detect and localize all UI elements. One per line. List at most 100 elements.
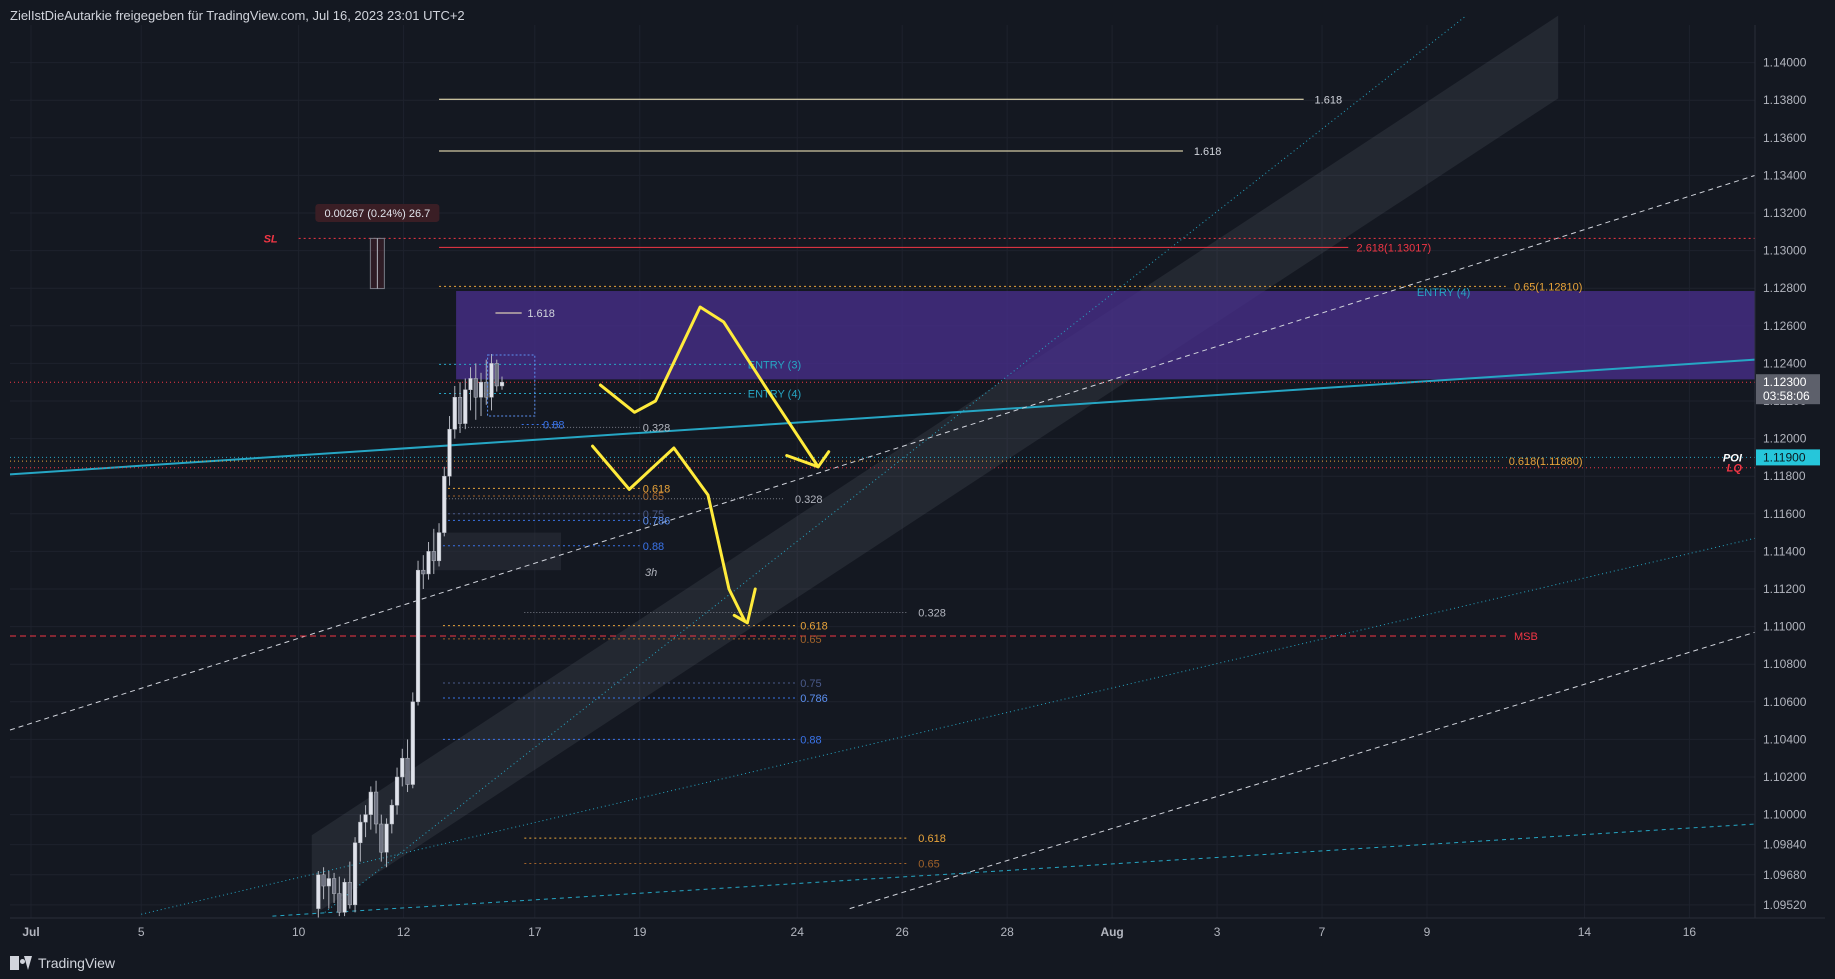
time-tick-label: 16	[1683, 925, 1697, 939]
time-tick-label: 10	[292, 925, 306, 939]
entry-4-label-line-label: ENTRY (4)	[1417, 287, 1470, 299]
poi-price-value: 1.11900	[1763, 450, 1806, 464]
fib-075-b-label: 0.75	[800, 678, 821, 690]
candle-down	[331, 878, 337, 894]
fib-0786-b-label: 0.786	[800, 693, 828, 705]
fib-065-top-label: 0.65(1.12810)	[1514, 281, 1583, 293]
candle-up	[410, 701, 415, 785]
fib-1618-top-label: 1.618	[1315, 94, 1343, 106]
price-axis[interactable]: 1.14000 1.13800 1.13600 1.13400 1.13200 1.130…	[1754, 25, 1825, 918]
teal-trendline	[9, 358, 1756, 476]
price-tick-label: 1.10200	[1763, 770, 1807, 784]
candle-down	[337, 893, 342, 913]
price-tick-label: 1.09520	[1763, 898, 1807, 912]
candle-down	[431, 551, 436, 562]
trendlines[interactable]	[9, 15, 1756, 917]
price-tick-label: 1.11000	[1763, 620, 1806, 634]
plot-background	[10, 25, 1755, 918]
time-tick-label: 28	[1000, 925, 1014, 939]
yellow-arrow-upper	[598, 305, 820, 469]
candle-up	[499, 381, 505, 387]
fib-0786-a-label: 0.786	[643, 515, 671, 527]
grey-box-3h	[432, 532, 562, 571]
price-tick-label: 1.12800	[1763, 281, 1807, 295]
price-tick-label: 1.11200	[1763, 582, 1806, 596]
time-tick-label: 12	[397, 925, 411, 939]
price-tick-label: 1.14000	[1763, 56, 1807, 70]
entry-3-label: ENTRY (3)	[748, 359, 801, 371]
tradingview-brand[interactable]: TradingView	[10, 955, 115, 971]
candle-up	[489, 363, 494, 398]
candle-down	[347, 882, 352, 906]
candle-up	[326, 878, 331, 887]
time-axis[interactable]: Jul 5 10 12 17 19 24 26 28 Aug 3 7 9 14 16	[10, 917, 1825, 945]
fib-088-b-label: 0.88	[643, 541, 664, 553]
candle-up	[389, 804, 394, 825]
fib-0328-c-label: 0.328	[918, 608, 946, 620]
yellow-arrow-lower-head	[732, 587, 757, 625]
price-tick-label: 1.10400	[1763, 732, 1807, 746]
time-tick-label: Aug	[1100, 925, 1123, 939]
msb-line-label: MSB	[1514, 631, 1538, 643]
candle-up	[352, 842, 358, 906]
candle-up	[358, 821, 363, 844]
candle-down	[405, 757, 410, 785]
yellow-arrow-lower	[591, 444, 747, 623]
label-3h: 3h	[645, 567, 657, 579]
current-price-value: 1.12300	[1763, 375, 1807, 389]
price-tick-label: 1.11400	[1763, 544, 1806, 558]
measure-label-bg	[315, 203, 440, 222]
fib-065-b-label: 0.65	[800, 634, 821, 646]
time-tick-label: 5	[138, 925, 145, 939]
horizontal-lines[interactable]: SL 1.618 1.618 2.618(1.13017) 0.65(1.12810) E…	[10, 94, 1755, 870]
measure-label: 0.00267 (0.24%) 26.7	[324, 208, 430, 220]
candle-up	[316, 874, 321, 909]
fib-2618-label: 2.618(1.13017)	[1357, 242, 1432, 254]
price-tick-label: 1.09680	[1763, 868, 1807, 882]
brand-name: TradingView	[38, 955, 116, 971]
candle-down	[473, 378, 478, 398]
tradingview-logo-icon	[10, 956, 32, 970]
price-tick-label: 1.11600	[1763, 507, 1806, 521]
price-tick-label: 1.10000	[1763, 808, 1807, 822]
candles	[316, 354, 505, 918]
candle-up	[368, 791, 373, 815]
small-1618-label: 1.618	[527, 308, 555, 320]
fib-065-c-label: 0.65	[918, 858, 939, 870]
candle-up	[447, 428, 452, 477]
poi-price-tag	[1756, 449, 1820, 466]
price-tick-label: 1.12600	[1763, 319, 1807, 333]
candle-down	[457, 396, 463, 424]
sl-line-label: SL	[264, 233, 278, 245]
time-tick-label: Jul	[22, 925, 39, 939]
candle-up	[436, 532, 442, 562]
time-tick-label: 24	[791, 925, 805, 939]
range-bracket	[487, 354, 536, 417]
fib-0328-b-label: 0.328	[795, 494, 823, 506]
candle-up	[452, 396, 457, 430]
annotations: 0.00267 (0.24%) 26.7 3h	[315, 203, 657, 579]
countdown-value: 03:58:06	[1763, 389, 1810, 403]
time-tick-label: 9	[1424, 925, 1431, 939]
candle-down	[494, 363, 499, 387]
time-tick-label: 14	[1578, 925, 1592, 939]
fib-0618-a-label: 0.618	[643, 483, 671, 495]
fib-088-c-label: 0.88	[800, 734, 821, 746]
entry-4-lower-label: ENTRY (4)	[748, 388, 801, 400]
teal-dotted-lower	[141, 537, 1756, 915]
price-channel[interactable]	[311, 15, 1559, 917]
yellow-drawings[interactable]	[591, 305, 831, 625]
candle-down	[421, 569, 426, 575]
candle-down	[484, 381, 489, 398]
fib-0618-b-label: 0.618	[800, 621, 828, 633]
chart-canvas[interactable]: SL 1.618 1.618 2.618(1.13017) 0.65(1.12810) E…	[0, 0, 1835, 948]
time-tick-label: 17	[528, 925, 542, 939]
candle-up	[463, 389, 468, 424]
candle-up	[442, 475, 447, 533]
price-tick-label: 1.13600	[1763, 131, 1807, 145]
entry-zone	[456, 291, 1756, 380]
current-price-tag	[1756, 374, 1820, 405]
fib-088-a-label: 0.88	[543, 420, 564, 432]
price-tick-label: 1.12000	[1763, 432, 1807, 446]
candle-down	[373, 791, 379, 825]
